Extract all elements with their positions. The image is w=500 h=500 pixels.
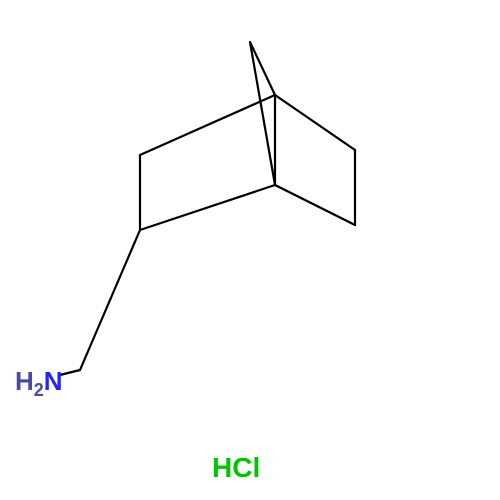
bond [60,370,80,375]
bond [140,185,275,230]
bond [275,185,355,225]
bond [80,300,110,370]
amine-nitrogen: N [44,366,63,396]
salt-label: HCl [212,452,260,483]
amine-hydrogen: H [15,366,34,396]
molecule-canvas: H2N HCl [0,0,500,500]
bond [110,230,140,300]
bond [275,95,355,150]
bond [140,95,275,155]
bond [250,42,275,185]
amine-label: H2N [15,366,63,400]
amine-subscript: 2 [34,380,44,400]
bond-lines [60,42,355,375]
